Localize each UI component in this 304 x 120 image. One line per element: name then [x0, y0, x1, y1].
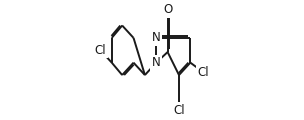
- Text: Cl: Cl: [198, 66, 209, 79]
- Text: N: N: [152, 31, 161, 44]
- Text: N: N: [152, 56, 161, 69]
- Text: Cl: Cl: [95, 44, 106, 57]
- Text: O: O: [163, 3, 172, 16]
- Text: Cl: Cl: [173, 104, 185, 117]
